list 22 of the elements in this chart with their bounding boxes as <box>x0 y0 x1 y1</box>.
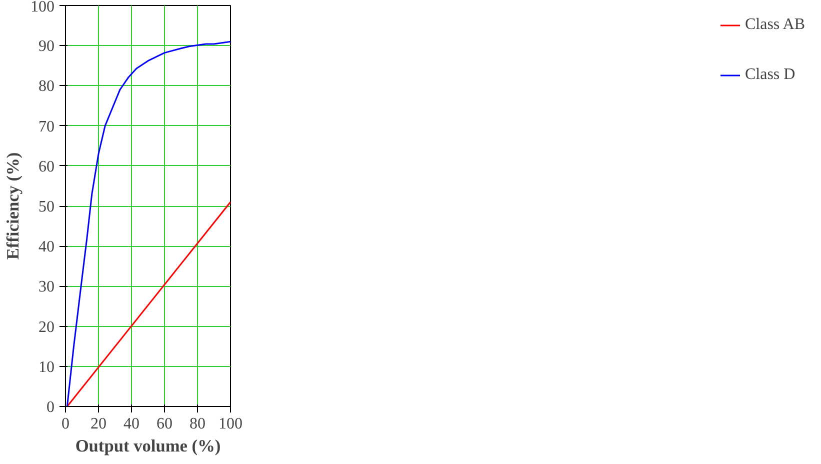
x-tick-label: 80 <box>190 416 206 432</box>
y-tick-label: 0 <box>46 399 54 416</box>
y-tick-label: 30 <box>38 278 54 296</box>
y-tick-label: 20 <box>38 318 54 336</box>
line-series <box>66 40 230 406</box>
y-tick-label: 40 <box>38 238 54 256</box>
x-axis-title: Output volume (%) <box>75 436 221 456</box>
x-tick-label: 100 <box>218 416 242 432</box>
y-tick-label: 100 <box>30 0 54 16</box>
x-tick-label: 0 <box>62 416 70 432</box>
legend-label: Class AB <box>744 16 805 34</box>
y-tick-label: 60 <box>38 158 54 176</box>
y-axis-title: Efficiency (%) <box>4 152 22 260</box>
y-tick-label: 80 <box>38 78 54 96</box>
y-tick-label: 10 <box>38 358 54 376</box>
y-tick-label: 70 <box>38 118 54 136</box>
x-tick-label: 60 <box>156 416 172 432</box>
x-tick-label: 40 <box>124 416 140 432</box>
y-tick-label: 50 <box>38 198 54 216</box>
y-tick-label: 90 <box>38 38 54 56</box>
legend-label: Class D <box>744 66 796 84</box>
x-tick-label: 20 <box>90 416 106 432</box>
